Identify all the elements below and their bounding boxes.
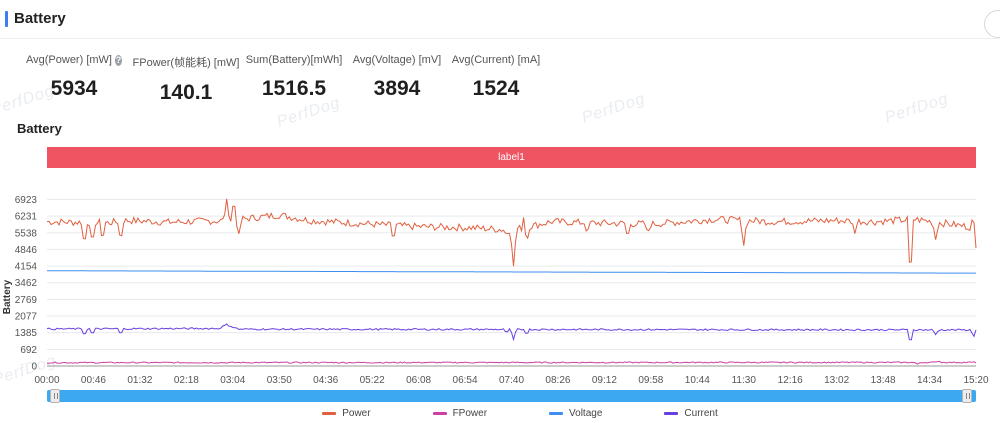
panel-title: Battery: [14, 10, 66, 27]
legend-swatch: [432, 412, 447, 415]
series-line-fpower: [47, 360, 977, 365]
x-tick-label: 03:04: [220, 375, 245, 386]
legend-item-voltage[interactable]: Voltage: [509, 408, 602, 419]
stat-label: Avg(Current) [mA]: [451, 54, 541, 66]
legend-label: Current: [684, 408, 718, 419]
x-tick-label: 00:00: [34, 375, 59, 386]
y-tick-label: 2769: [15, 295, 38, 306]
header-accent-bar: [5, 11, 8, 27]
label-band[interactable]: label1: [47, 147, 976, 168]
stat-avg-power: Avg(Power) [mW]? 5934: [26, 54, 122, 101]
x-tick-label: 08:26: [545, 375, 570, 386]
x-tick-label: 06:54: [453, 375, 478, 386]
series-line-power: [46, 198, 977, 267]
y-tick-label: 6923: [15, 195, 38, 206]
y-tick-label: 2077: [15, 312, 38, 323]
stat-fpower: FPower(帧能耗) [mW] 140.1: [133, 54, 240, 105]
x-tick-label: 13:48: [871, 375, 896, 386]
legend-item-power[interactable]: Power: [282, 408, 371, 419]
legend-label: Voltage: [569, 408, 603, 419]
x-tick-label: 12:16: [778, 375, 803, 386]
y-tick-label: 3462: [15, 278, 38, 289]
stat-avg-voltage: Avg(Voltage) [mV] 3894: [352, 54, 442, 101]
x-tick-label: 00:46: [81, 375, 106, 386]
stat-value: 1524: [472, 77, 520, 100]
x-tick-label: 13:02: [824, 375, 849, 386]
x-tick-label: 15:20: [963, 375, 988, 386]
y-tick-label: 5538: [15, 228, 38, 239]
y-axis-label: Battery: [2, 279, 13, 314]
x-tick-label: 11:30: [732, 375, 757, 386]
x-tick-label: 02:18: [174, 375, 199, 386]
legend-label: Power: [342, 408, 371, 419]
x-tick-label: 09:58: [638, 375, 663, 386]
stat-label: FPower(帧能耗) [mW]: [132, 57, 240, 69]
legend-swatch: [549, 412, 564, 415]
chart-legend: Power FPower Voltage Current: [0, 408, 1000, 419]
chart-title: Battery: [17, 121, 62, 136]
help-icon[interactable]: ?: [114, 54, 122, 66]
x-tick-label: 05:22: [360, 375, 385, 386]
stat-label: Avg(Power) [mW]: [26, 54, 112, 66]
x-tick-label: 04:36: [313, 375, 338, 386]
y-tick-label: 6231: [15, 212, 38, 223]
stat-label: Avg(Voltage) [mV]: [352, 54, 442, 66]
x-tick-label: 10:44: [685, 375, 710, 386]
legend-swatch: [664, 412, 679, 415]
series-line-voltage: [46, 270, 977, 274]
y-tick-label: 692: [20, 345, 37, 356]
x-tick-label: 01:32: [127, 375, 152, 386]
stat-avg-current: Avg(Current) [mA] 1524: [451, 54, 541, 101]
y-tick-label: 4154: [15, 262, 38, 273]
legend-label: FPower: [452, 408, 488, 419]
stat-value: 3894: [373, 77, 421, 100]
legend-item-fpower[interactable]: FPower: [393, 408, 487, 419]
x-tick-label: 06:08: [406, 375, 431, 386]
y-tick-label: 4846: [15, 245, 38, 256]
x-tick-label: 14:34: [917, 375, 942, 386]
x-tick-label: 03:50: [267, 375, 292, 386]
stat-value: 140.1: [159, 81, 213, 104]
slider-right-handle[interactable]: [962, 389, 972, 403]
series-line-current: [46, 323, 977, 342]
stat-sum-battery: Sum(Battery)[mWh] 1516.5: [245, 54, 343, 101]
x-tick-label: 07:40: [499, 375, 524, 386]
panel-header: Battery: [0, 0, 1000, 39]
x-tick-label: 09:12: [592, 375, 617, 386]
y-tick-label: 1385: [15, 328, 38, 339]
legend-item-current[interactable]: Current: [624, 408, 718, 419]
time-range-slider[interactable]: [47, 390, 976, 402]
stat-value: 1516.5: [261, 77, 327, 100]
stat-value: 5934: [50, 77, 98, 100]
slider-left-handle[interactable]: [50, 389, 60, 403]
y-tick-label: 0: [31, 362, 37, 373]
legend-swatch: [322, 412, 337, 415]
stat-label: Sum(Battery)[mWh]: [245, 54, 343, 66]
